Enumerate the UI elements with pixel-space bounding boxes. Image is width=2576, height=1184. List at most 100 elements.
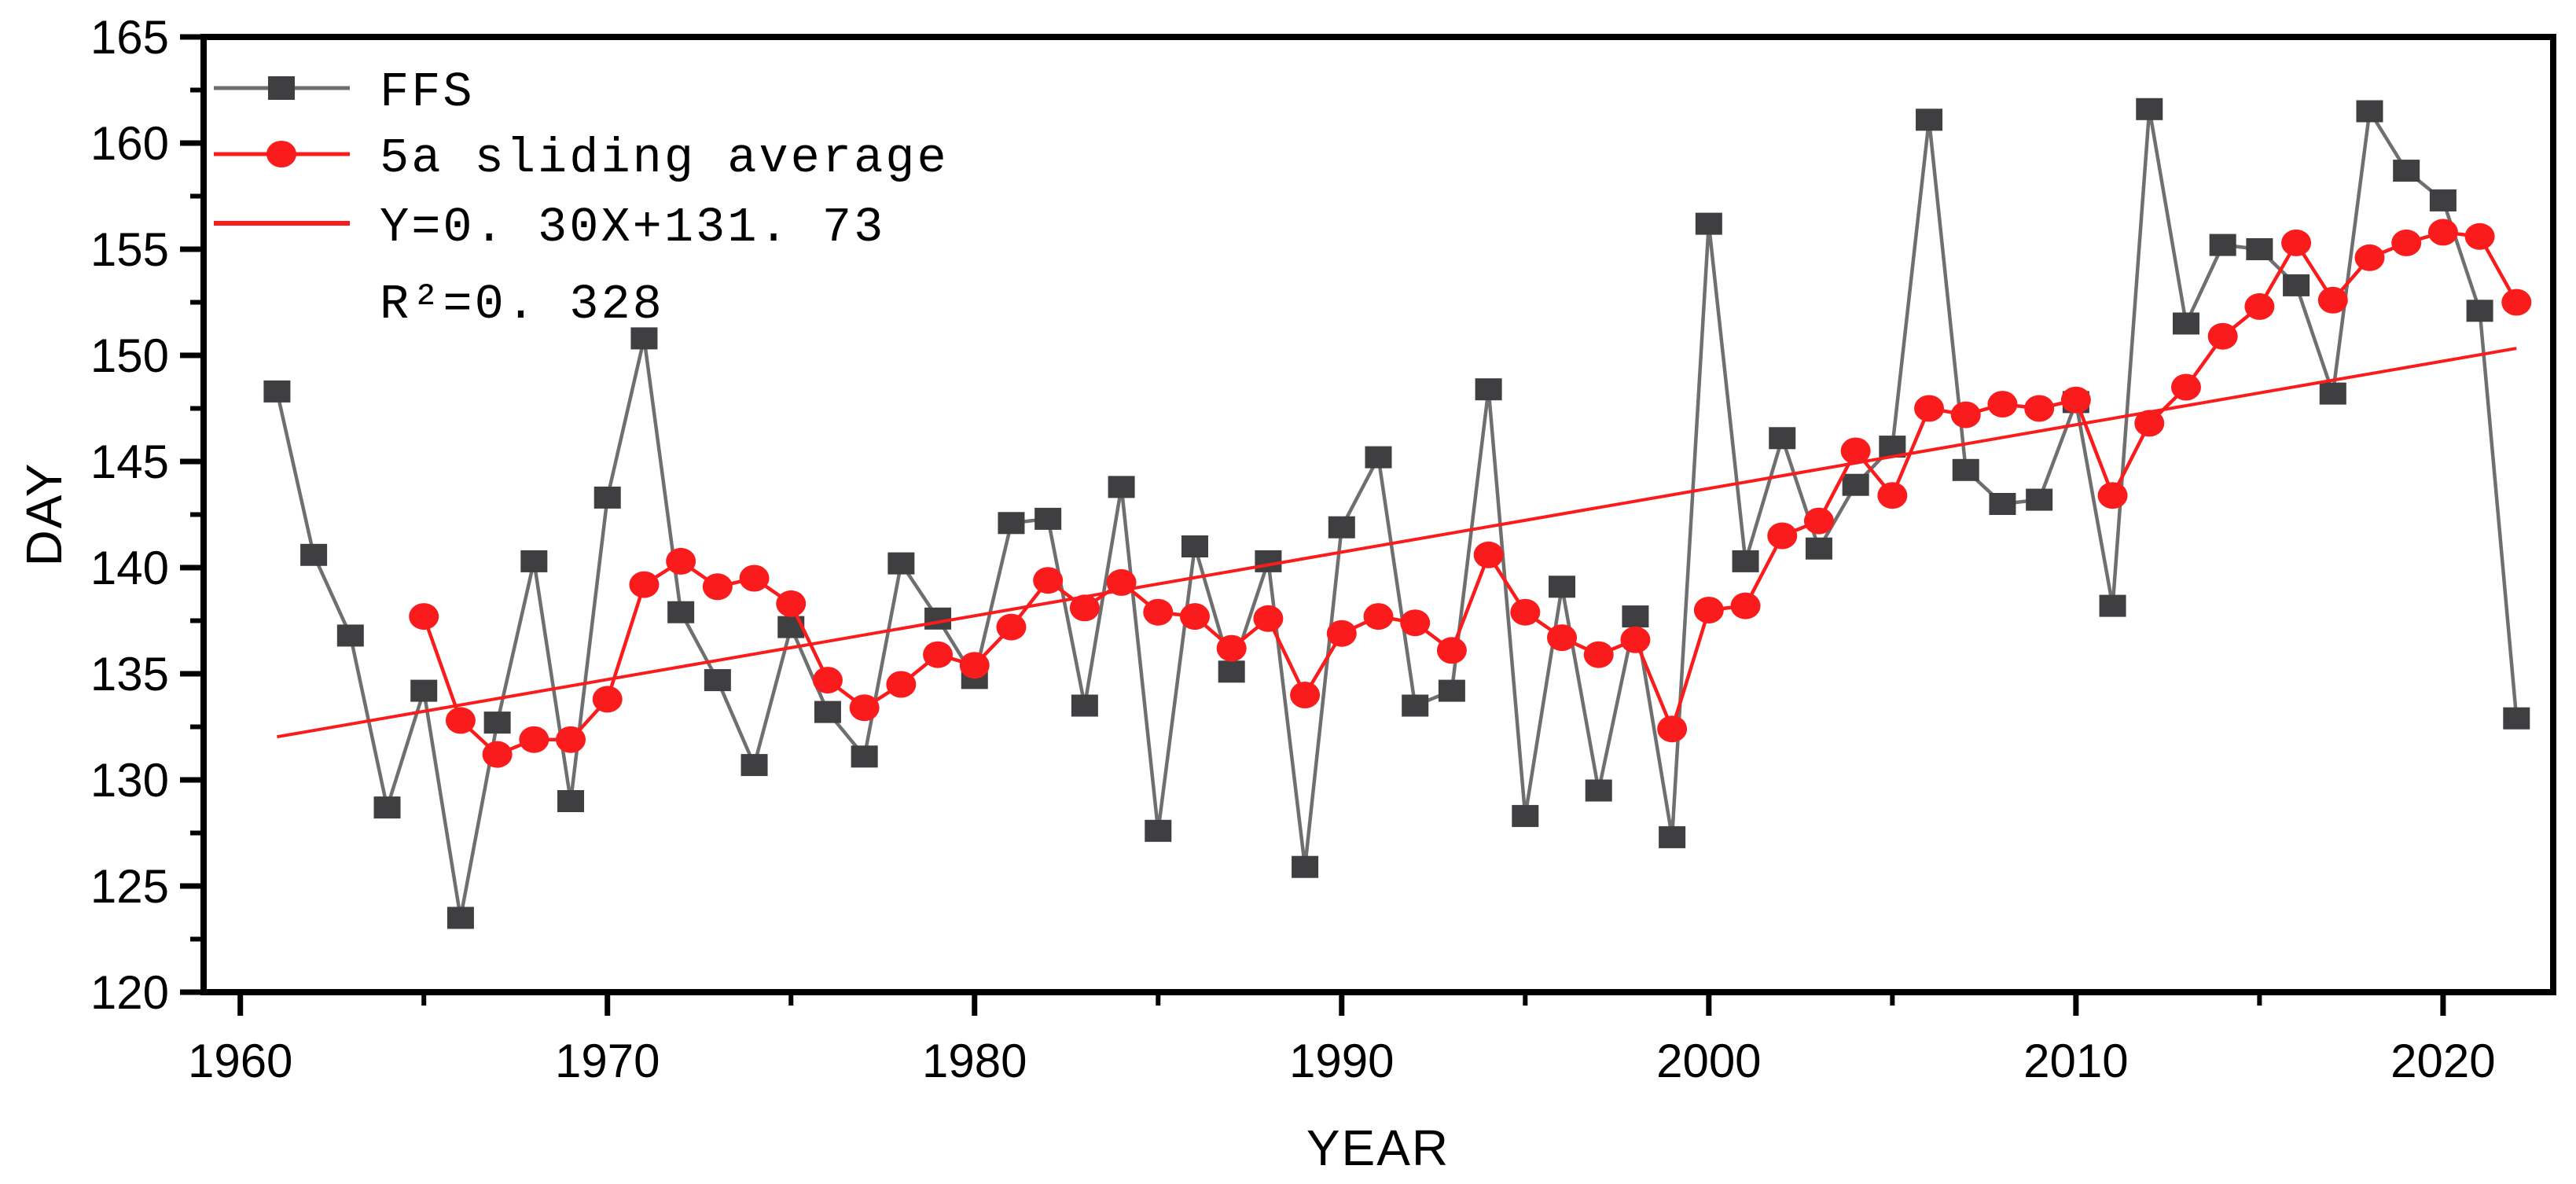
5a-sliding-average-line [422, 230, 2519, 757]
sliding-average-data-point [1436, 637, 1467, 664]
ffs-data-point [1952, 458, 1979, 481]
sliding-average-data-point [886, 671, 917, 698]
ffs-data-point [1255, 550, 1282, 572]
sliding-average-data-point [2134, 410, 2165, 437]
sliding-average-data-point [1143, 598, 1174, 626]
sliding-average-legend-label: 5a sliding average [380, 131, 949, 186]
x-tick-label: 1970 [555, 1035, 660, 1087]
ffs-data-point [2356, 100, 2383, 123]
sliding-average-data-point [2317, 286, 2348, 314]
sliding-average-data-point [1914, 395, 1945, 422]
ffs-data-point [851, 745, 878, 768]
ffs-data-point [2209, 233, 2236, 256]
sliding-average-data-point [2060, 386, 2091, 414]
x-tick-label: 1960 [188, 1035, 292, 1087]
x-tick-label: 2020 [2390, 1035, 2495, 1087]
sliding-average-data-point [592, 686, 623, 713]
legend-item-sliding-average: 5a sliding average [214, 131, 949, 186]
sliding-average-data-point [1473, 541, 1504, 568]
y-tick-label: 140 [90, 542, 169, 594]
sliding-average-data-point [2427, 219, 2458, 246]
ffs-data-point [630, 327, 658, 350]
sliding-average-data-point [2024, 395, 2055, 422]
y-tick-label: 125 [90, 860, 169, 913]
sliding-average-data-point [1216, 634, 1247, 662]
ffs-data-point [2246, 238, 2273, 260]
sliding-average-data-point [1730, 592, 1761, 620]
y-tick-label: 160 [90, 117, 169, 170]
sliding-average-data-point [445, 707, 476, 734]
ffs-data-point [446, 906, 474, 929]
sliding-average-data-point [1693, 597, 1724, 623]
sliding-average-data-point [1620, 626, 1651, 653]
ffs-data-point [887, 552, 915, 575]
ffs-data-point [1475, 378, 1502, 401]
sliding-average-data-point [2354, 244, 2385, 271]
ffs-data-point [336, 624, 364, 647]
sliding-average-data-point [1106, 568, 1137, 596]
ffs-data-point [998, 512, 1025, 535]
y-tick-label: 120 [90, 966, 169, 1019]
y-tick-label: 165 [90, 11, 169, 64]
sliding-average-legend-dot-icon [266, 141, 296, 167]
sliding-average-data-point [1950, 401, 1981, 428]
ffs-data-point [483, 712, 511, 734]
sliding-average-data-point [629, 571, 660, 598]
sliding-average-data-point [1400, 609, 1431, 637]
ffs-data-point [1549, 575, 1576, 598]
sliding-average-data-point [1179, 603, 1210, 631]
ffs-data-point [2283, 274, 2310, 296]
y-tick-label: 155 [90, 223, 169, 276]
x-tick-label: 2000 [1656, 1035, 1761, 1087]
y-tick-label: 150 [90, 329, 169, 382]
ffs-data-point [1659, 825, 1686, 848]
ffs-data-point [814, 700, 841, 723]
sliding-average-data-point [996, 613, 1027, 641]
ffs-data-point [2503, 707, 2530, 730]
sliding-average-data-point [1290, 682, 1321, 708]
ffs-data-point [1512, 804, 1539, 827]
ffs-data-point [1292, 855, 1319, 878]
sliding-average-data-point [2391, 229, 2422, 256]
y-tick-label: 130 [90, 754, 169, 807]
ffs-data-point [667, 601, 695, 623]
sliding-average-data-point [2244, 292, 2275, 320]
sliding-average-data-point [776, 590, 807, 617]
ffs-data-point [2429, 189, 2457, 211]
sliding-average-data-point [959, 652, 990, 679]
ffs-data-point [2466, 300, 2493, 322]
ffs-data-point [1805, 537, 1832, 560]
sliding-average-data-point [1069, 594, 1100, 622]
x-tick-label: 2010 [2023, 1035, 2128, 1087]
sliding-average-data-point [2207, 322, 2238, 350]
ffs-data-point [1402, 694, 1429, 717]
sliding-average-data-point [702, 573, 733, 601]
ffs-data-point [924, 607, 952, 630]
r-squared-label: R²=0. 328 [380, 277, 664, 333]
sliding-average-data-point [1840, 437, 1871, 465]
y-tick-label: 135 [90, 648, 169, 700]
ffs-data-point [1732, 550, 1759, 572]
ffs-data-point [1365, 446, 1392, 469]
ffs-data-point [1989, 493, 2016, 515]
sliding-average-data-point [923, 641, 954, 668]
ffs-data-point [1328, 516, 1355, 539]
legend-item-ffs: FFS [214, 64, 472, 120]
ffs-data-point [373, 796, 401, 819]
ffs-legend-square-icon [268, 76, 295, 100]
ffs-data-point [704, 669, 731, 692]
ffs-data-point [2319, 382, 2346, 405]
y-tick-label: 145 [90, 436, 169, 488]
sliding-average-series [409, 219, 2532, 768]
y-axis-title: DAY [16, 462, 72, 567]
ffs-data-point [2393, 160, 2420, 182]
sliding-average-data-point [1877, 482, 1908, 509]
sliding-average-data-point [739, 564, 770, 592]
ffs-data-point [2099, 594, 2126, 617]
sliding-average-data-point [2097, 482, 2128, 509]
sliding-average-data-point [2501, 289, 2532, 316]
legend-item-r-squared: R²=0. 328 [380, 277, 664, 333]
ffs-data-point [557, 790, 585, 812]
